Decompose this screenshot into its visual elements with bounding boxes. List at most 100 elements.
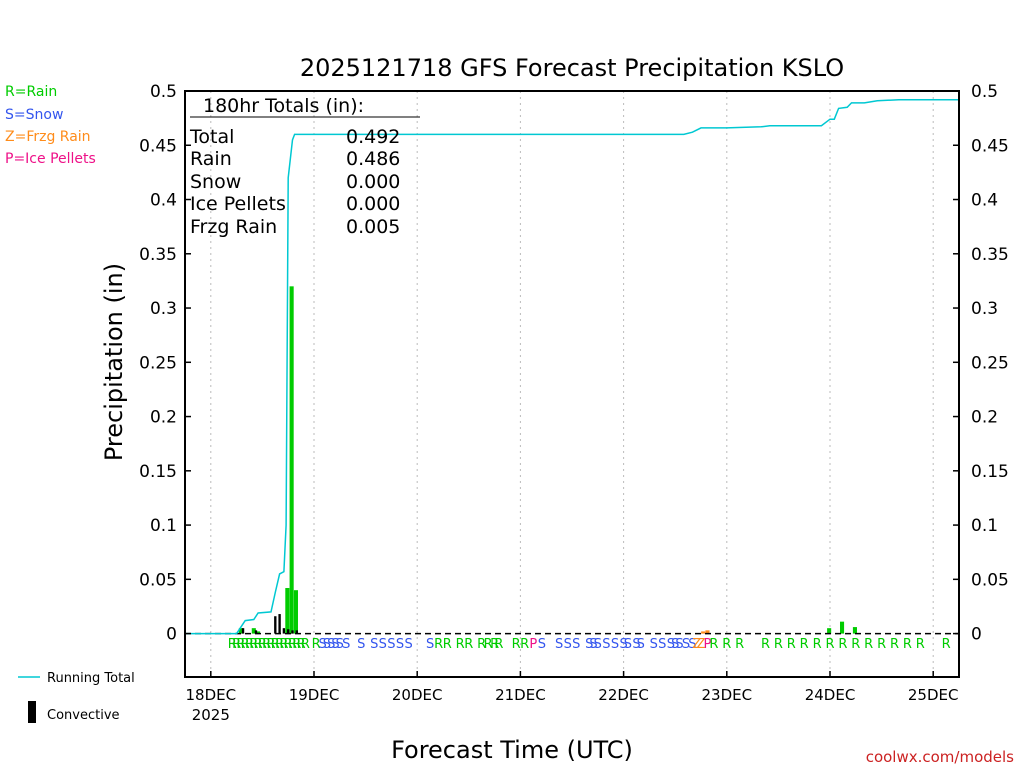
precip-type-marker: R [249, 637, 258, 652]
plot-frame [184, 90, 960, 678]
precip-type-marker: R [494, 637, 503, 652]
precip-type-marker: S [632, 637, 640, 652]
y-tick-label-left: 0.3 [150, 299, 177, 319]
y-tick-label-left: 0.1 [150, 516, 177, 536]
y-tick-label-left: 0.35 [139, 245, 177, 265]
precip-type-marker: R [825, 637, 834, 652]
precip-type-marker: S [370, 637, 378, 652]
precip-type-marker: R [735, 637, 744, 652]
precip-type-marker: R [443, 637, 452, 652]
precip-type-marker: R [490, 637, 499, 652]
precip-type-marker: R [864, 637, 873, 652]
x-tick-year: 2025 [192, 706, 230, 724]
legend-frzg-rain: Z=Frzg Rain [5, 129, 91, 145]
x-axis-label: Forecast Time (UTC) [391, 736, 633, 764]
precip-type-marker: S [667, 637, 675, 652]
y-tick-label-right: 0.1 [971, 516, 998, 536]
precip-type-marker: S [658, 637, 666, 652]
precip-type-marker: S [342, 637, 350, 652]
running-total-line [185, 98, 959, 635]
precip-type-marker: R [903, 637, 912, 652]
precip-type-marker: R [709, 637, 718, 652]
precip-type-marker: S [336, 637, 344, 652]
x-axis: 18DEC 2025 19DEC 20DEC 21DEC 22DEC 23DEC 24DEC 2… [186, 671, 958, 724]
precip-type-marker: R [520, 637, 529, 652]
precip-type-marker: S [688, 637, 696, 652]
precip-type-marker: R [292, 637, 301, 652]
precip-type-marker: S [426, 637, 434, 652]
totals-value-ice-pellets: 0.000 [346, 193, 400, 215]
precip-bar [701, 631, 706, 634]
y-tick-label-right: 0 [971, 625, 982, 645]
precip-bar [285, 588, 290, 634]
precip-type-marker: R [434, 637, 443, 652]
precip-type-marker: R [297, 637, 306, 652]
precip-type-marker: R [275, 637, 284, 652]
precip-type-marker: R [512, 637, 521, 652]
precip-type-marker: R [477, 637, 486, 652]
precip-type-marker: S [555, 637, 563, 652]
x-tick-label: 23DEC [702, 686, 753, 704]
y-tick-label-left: 0.15 [139, 462, 177, 482]
y-tick-label-right: 0.25 [971, 353, 1009, 373]
y-tick-label-right: 0.35 [971, 245, 1009, 265]
watermark: coolwx.com/models [866, 748, 1014, 766]
precip-bar [839, 621, 845, 634]
y-tick-label-right: 0.4 [971, 191, 998, 211]
totals-header: 180hr Totals (in): [203, 95, 364, 117]
precip-type-marker: Z [692, 637, 701, 652]
precip-bar [256, 631, 261, 634]
precip-type-marker: R [761, 637, 770, 652]
totals-label-frzg-rain: Frzg Rain [190, 216, 277, 238]
convective-bar [241, 628, 245, 634]
precip-type-marker: R [800, 637, 809, 652]
precip-type-marker: R [774, 637, 783, 652]
precip-bar [251, 628, 256, 634]
precip-type-marker: P [704, 637, 712, 652]
y-tick-label-right: 0.15 [971, 462, 1009, 482]
legend-snow: S=Snow [5, 107, 63, 123]
precip-type-marker: R [236, 637, 245, 652]
precip-type-marker: R [254, 637, 263, 652]
precip-bar [827, 628, 832, 634]
y-axis-label: Precipitation (in) [100, 263, 128, 461]
convective-bar [254, 630, 258, 634]
totals-label-rain: Rain [190, 148, 232, 170]
totals-label-total: Total [189, 126, 234, 148]
convective-bar [278, 614, 281, 634]
precip-type-marker: S [611, 637, 619, 652]
totals-value-frzg-rain: 0.005 [346, 216, 400, 238]
precip-bar [289, 286, 294, 634]
totals-value-rain: 0.486 [346, 148, 400, 170]
precip-type-marker: R [266, 637, 275, 652]
chart-title: 2025121718 GFS Forecast Precipitation KS… [300, 54, 844, 82]
y-tick-label-left: 0.4 [150, 191, 177, 211]
convective-swatch [28, 701, 36, 723]
precip-type-marker: S [675, 637, 683, 652]
precip-type-marker: R [301, 637, 310, 652]
precip-type-marker: S [602, 637, 610, 652]
precip-type-marker: S [637, 637, 645, 652]
totals-label-ice-pellets: Ice Pellets [190, 193, 286, 215]
precip-type-marker: R [284, 637, 293, 652]
precip-type-marker: R [877, 637, 886, 652]
x-tick-label: 22DEC [598, 686, 649, 704]
precip-type-marker: S [682, 637, 690, 652]
y-tick-label-right: 0.2 [971, 408, 998, 428]
precip-type-marker: R [851, 637, 860, 652]
precip-type-marker: S [624, 637, 632, 652]
convective-bar [274, 616, 277, 634]
precip-type-marker: R [241, 637, 250, 652]
y-tick-label-left: 0 [166, 625, 177, 645]
precip-type-marker: R [245, 637, 254, 652]
precip-type-marker: S [331, 637, 339, 652]
precip-type-marker: S [619, 637, 627, 652]
legend-ice-pellets: P=Ice Pellets [5, 151, 96, 167]
precip-type-marker: R [464, 637, 473, 652]
precip-type-marker: R [262, 637, 271, 652]
precip-type-marker: R [813, 637, 822, 652]
x-tick-label: 20DEC [392, 686, 443, 704]
totals-box: 180hr Totals (in): Total 0.492 Rain 0.48… [189, 95, 420, 238]
precip-type-marker: S [572, 637, 580, 652]
